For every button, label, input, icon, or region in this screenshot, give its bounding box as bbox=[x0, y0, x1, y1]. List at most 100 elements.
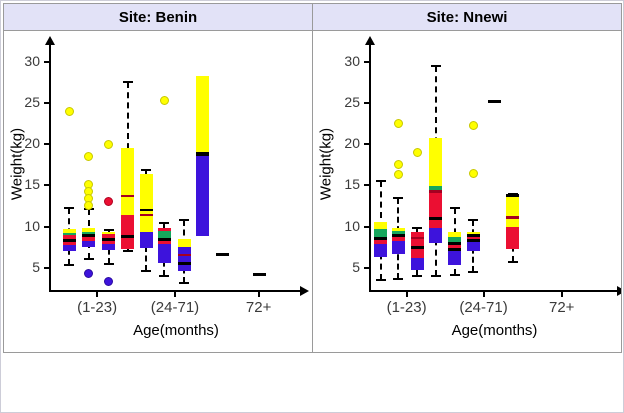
box-segment bbox=[466, 239, 480, 242]
y-tick-label: 20 bbox=[344, 135, 360, 152]
box-segment bbox=[82, 240, 96, 248]
x-tick-mark bbox=[560, 292, 563, 297]
y-tick-label: 5 bbox=[32, 258, 40, 275]
x-axis bbox=[49, 290, 300, 292]
box-segment bbox=[196, 152, 210, 156]
box-segment bbox=[157, 227, 171, 231]
box-segment bbox=[139, 211, 153, 214]
box-segment bbox=[506, 193, 520, 197]
box-segment bbox=[429, 228, 443, 244]
box-segment bbox=[410, 236, 424, 240]
y-tick-mark bbox=[364, 143, 369, 146]
box-segment bbox=[391, 233, 405, 237]
box-segment bbox=[506, 226, 520, 249]
box-segment bbox=[177, 247, 191, 254]
box-segment bbox=[177, 253, 191, 257]
legend: Child's Food Breast Milk and Water Exclu… bbox=[1, 353, 623, 412]
box-segment bbox=[157, 238, 171, 241]
box-segment bbox=[429, 137, 443, 187]
whisker-cap bbox=[179, 219, 190, 222]
y-tick-label: 10 bbox=[344, 217, 360, 234]
box-segment bbox=[448, 250, 462, 266]
x-axis-arrow-icon bbox=[617, 285, 621, 296]
box-segment bbox=[429, 216, 443, 220]
y-tick-mark bbox=[44, 143, 49, 146]
box-segment bbox=[448, 236, 462, 243]
x-tick-label: (1-23) bbox=[77, 299, 118, 316]
y-tick-label: 30 bbox=[24, 52, 40, 69]
box-segment bbox=[139, 231, 153, 249]
box-segment bbox=[121, 194, 135, 197]
box-segment bbox=[62, 239, 76, 242]
box-segment bbox=[62, 229, 76, 234]
outlier-point bbox=[84, 200, 94, 210]
box-segment bbox=[62, 235, 76, 240]
box-segment bbox=[196, 155, 210, 236]
whisker-cap bbox=[430, 64, 441, 67]
whisker-cap bbox=[103, 228, 114, 231]
box-segment bbox=[429, 190, 443, 193]
box-segment bbox=[374, 229, 388, 238]
box-segment bbox=[177, 256, 191, 263]
box-segment bbox=[466, 236, 480, 240]
box-segment bbox=[374, 237, 388, 241]
whisker-cap bbox=[393, 196, 404, 199]
box-segment bbox=[121, 147, 135, 195]
box-segment bbox=[391, 231, 405, 234]
whisker-cap bbox=[64, 206, 75, 209]
box-segment bbox=[62, 233, 76, 236]
box-segment bbox=[157, 243, 171, 263]
whisker-cap bbox=[393, 277, 404, 280]
x-tick-label: (24-71) bbox=[459, 299, 508, 316]
y-tick-mark bbox=[44, 60, 49, 63]
box-segment bbox=[177, 264, 191, 272]
whisker-cap bbox=[412, 226, 423, 229]
y-tick-label: 30 bbox=[344, 52, 360, 69]
y-tick-label: 25 bbox=[344, 93, 360, 110]
box-segment bbox=[466, 241, 480, 252]
x-tick-mark bbox=[96, 292, 99, 297]
whisker-cap bbox=[141, 270, 152, 273]
whisker-cap bbox=[122, 250, 133, 253]
y-tick-label: 25 bbox=[24, 93, 40, 110]
x-tick-label: (1-23) bbox=[386, 299, 427, 316]
whisker-cap bbox=[83, 257, 94, 260]
facet-title-benin: Site: Benin bbox=[3, 3, 313, 31]
outlier-point bbox=[469, 169, 479, 179]
whisker-cap bbox=[159, 222, 170, 225]
y-tick-label: 10 bbox=[24, 217, 40, 234]
whisker-cap bbox=[468, 219, 479, 222]
box-segment bbox=[506, 216, 520, 219]
x-tick-label: (24-71) bbox=[150, 299, 200, 316]
box-segment bbox=[82, 236, 96, 241]
median-dash bbox=[253, 273, 267, 276]
box-segment bbox=[410, 249, 424, 258]
box-segment bbox=[139, 208, 153, 212]
y-tick-label: 5 bbox=[352, 258, 360, 275]
box-segment bbox=[121, 215, 135, 235]
outlier-point bbox=[159, 96, 169, 105]
x-tick-mark bbox=[405, 292, 408, 297]
box-segment bbox=[374, 243, 388, 258]
whisker-cap bbox=[507, 261, 518, 264]
x-tick-mark bbox=[482, 292, 485, 297]
y-tick-mark bbox=[364, 101, 369, 104]
box-segment bbox=[102, 234, 116, 239]
box-segment bbox=[139, 216, 153, 232]
y-tick-mark bbox=[44, 225, 49, 228]
y-tick-label: 15 bbox=[24, 176, 40, 193]
x-axis bbox=[369, 290, 617, 292]
facet-title-nnewi: Site: Nnewi bbox=[312, 3, 622, 31]
whisker-cap bbox=[430, 275, 441, 278]
outlier-point bbox=[84, 269, 94, 279]
box-segment bbox=[448, 232, 462, 237]
box-segment bbox=[429, 186, 443, 191]
x-tick-mark bbox=[173, 292, 176, 297]
box-segment bbox=[196, 75, 210, 153]
x-axis-title: Age(months) bbox=[133, 322, 219, 339]
box-segment bbox=[448, 248, 462, 251]
box-segment bbox=[506, 196, 520, 217]
whisker-cap bbox=[159, 275, 170, 278]
y-axis bbox=[369, 44, 371, 291]
